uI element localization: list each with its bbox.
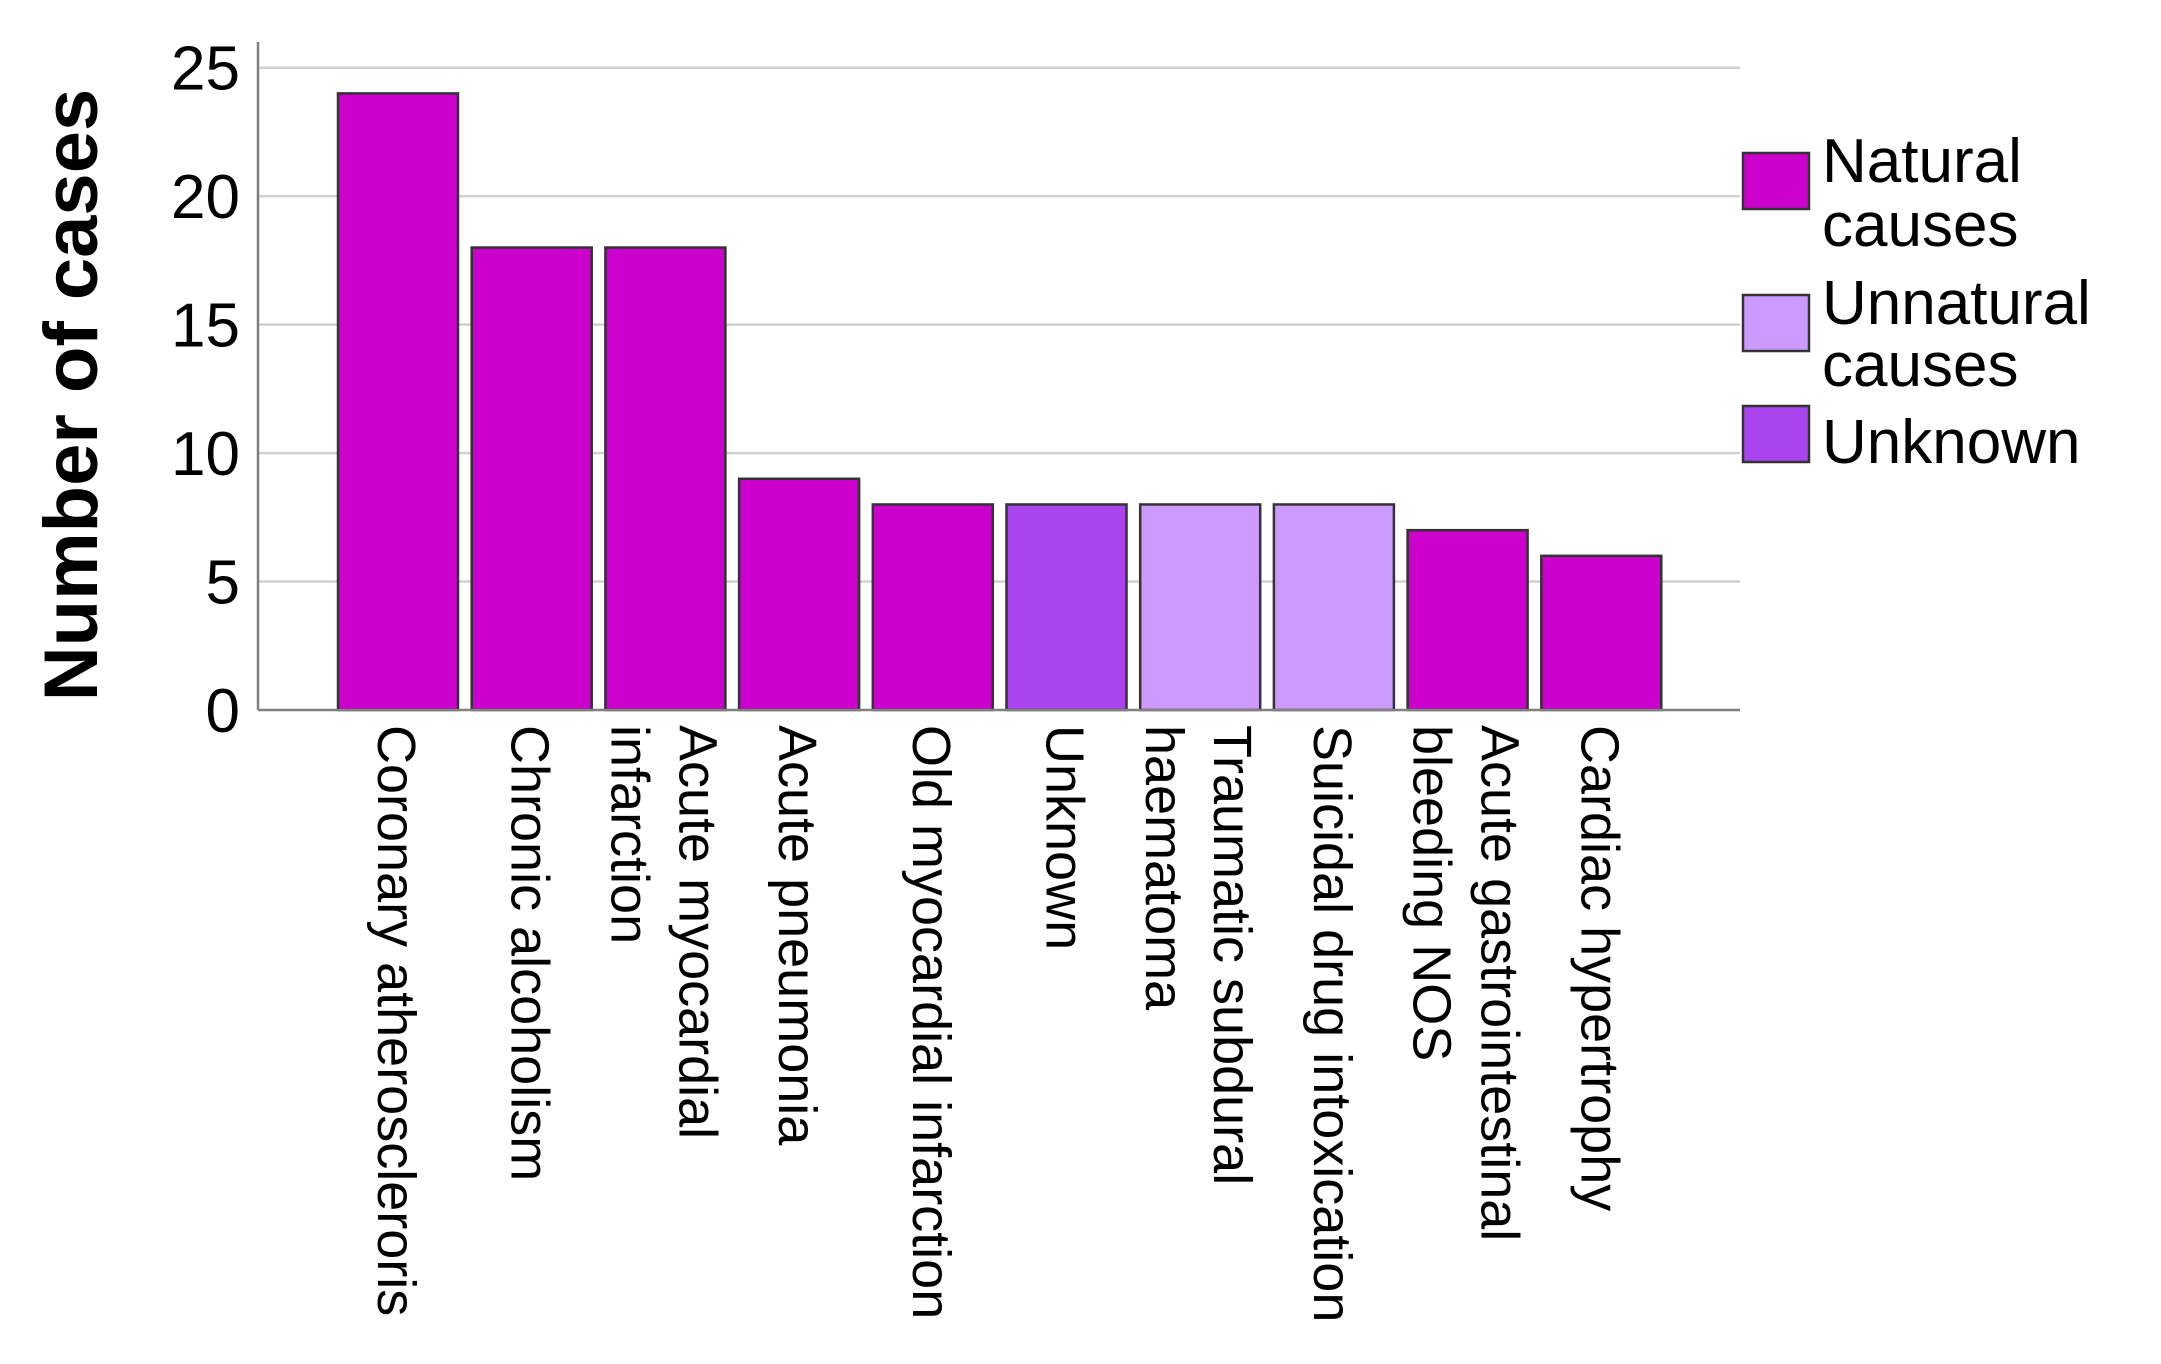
y-tick-label: 5 [206, 549, 240, 618]
axes [256, 42, 1740, 712]
bar-unknown [1005, 503, 1128, 712]
bar-coronary-atherosclerosis [336, 92, 460, 712]
y-tick-label: 0 [206, 677, 240, 746]
category-label: bleeding NOS [1402, 725, 1462, 1061]
legend-swatch [1741, 404, 1811, 464]
legend-label: Unknown [1822, 408, 2080, 477]
category-label: Acute myocardial [667, 725, 727, 1139]
bar-acute-pneumonia [737, 477, 861, 712]
category-label: Suicidal drug intoxication [1302, 725, 1362, 1322]
y-tick-labels: 0 5 10 15 20 25 [171, 35, 240, 746]
category-label: Acute gastrointestinal [1470, 725, 1530, 1241]
legend-label: Natural [1822, 127, 2022, 196]
legend-label: Unnatural [1822, 269, 2091, 338]
legend-label: causes [1822, 331, 2018, 400]
category-label: haematoma [1134, 725, 1194, 1011]
category-label: infarction [599, 725, 659, 944]
category-label: Traumatic subdural [1202, 725, 1262, 1185]
bar-acute-gastrointestinal-bleeding-nos [1406, 528, 1529, 712]
legend-swatch [1741, 293, 1811, 353]
category-label: Cardiac hypertrophy [1569, 725, 1629, 1211]
bars [336, 92, 1663, 712]
category-label: Unknown [1035, 725, 1095, 950]
category-label: Acute pneumonia [767, 725, 827, 1146]
bar-old-myocardial-infarction [871, 503, 995, 712]
bar-cardiac-hypertrophy [1540, 554, 1663, 712]
y-axis-title: Number of cases [29, 89, 114, 701]
legend-label: causes [1822, 191, 2018, 260]
y-tick-label: 10 [171, 420, 240, 489]
category-label: Coronary atheroscleroris [366, 725, 426, 1316]
category-label: Old myocardial infarction [901, 725, 961, 1319]
category-label: Chronic alcoholism [500, 725, 560, 1181]
y-tick-label: 20 [171, 163, 240, 232]
bar-chronic-alcoholism [470, 246, 593, 712]
bar-suicidal-drug-intoxication [1272, 503, 1396, 712]
y-tick-label: 15 [171, 292, 240, 361]
y-tick-label: 25 [171, 35, 240, 104]
category-labels: Coronary atheroscleroris Chronic alcoholi… [366, 725, 1629, 1322]
legend-swatch [1741, 151, 1811, 211]
bar-traumatic-subdural-haematoma [1138, 503, 1262, 712]
bar-acute-myocardial-infarction [604, 246, 727, 712]
